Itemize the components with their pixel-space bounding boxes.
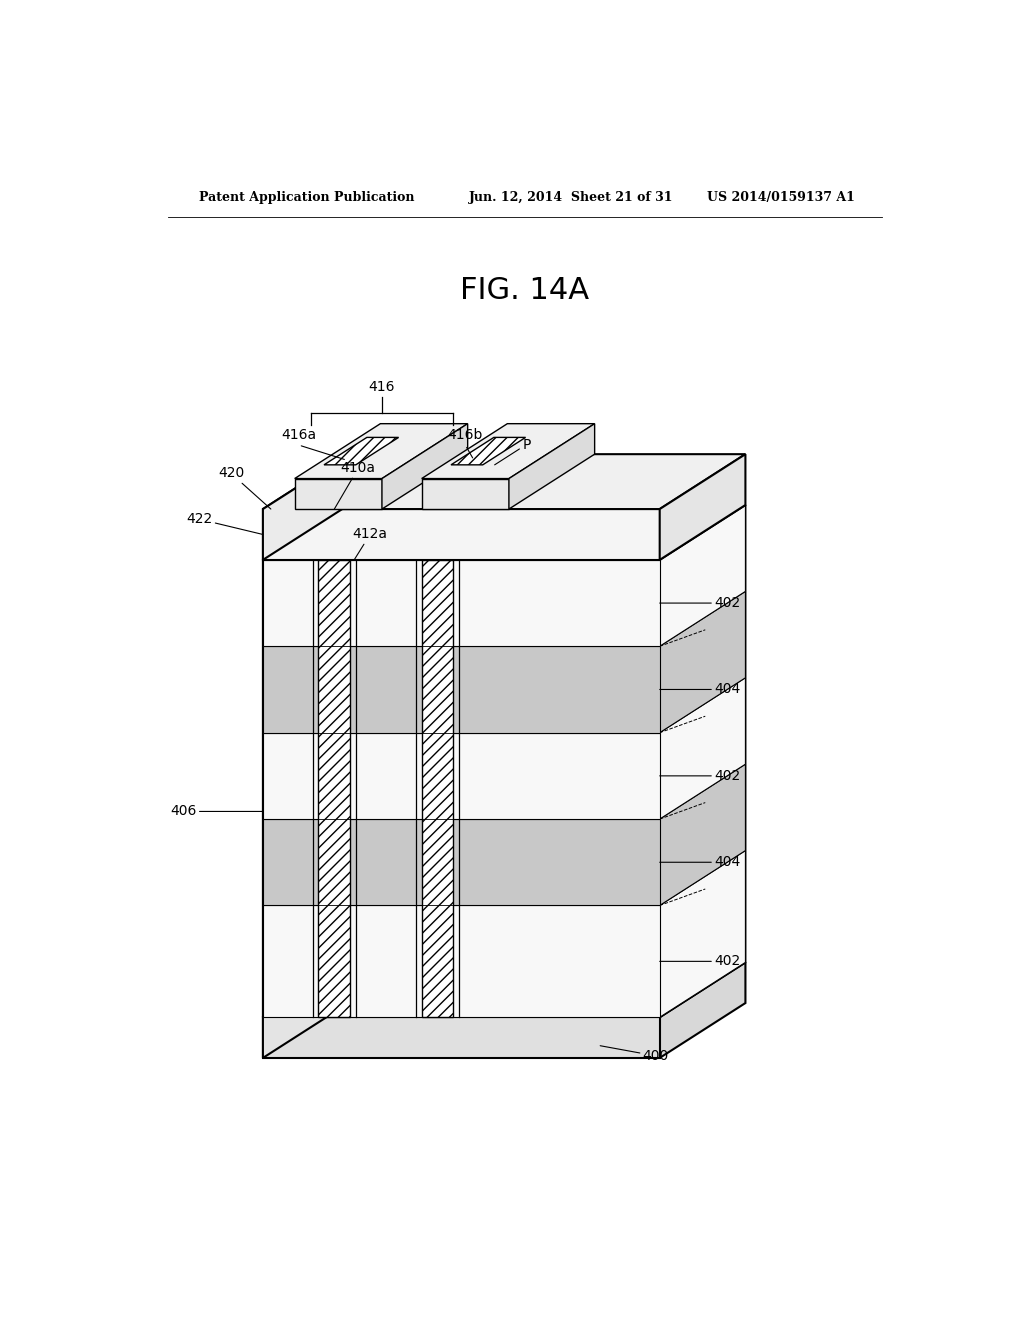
Polygon shape <box>659 591 745 733</box>
Text: US 2014/0159137 A1: US 2014/0159137 A1 <box>708 190 855 203</box>
Polygon shape <box>263 454 745 510</box>
Text: 400: 400 <box>600 1045 669 1063</box>
Text: 416a: 416a <box>281 428 316 442</box>
Polygon shape <box>509 424 595 510</box>
Polygon shape <box>263 733 659 818</box>
Text: 422: 422 <box>186 512 263 535</box>
Polygon shape <box>422 424 595 479</box>
Polygon shape <box>422 479 509 510</box>
Text: 406: 406 <box>170 804 263 818</box>
Polygon shape <box>451 437 525 465</box>
Polygon shape <box>295 424 468 479</box>
Polygon shape <box>263 560 659 647</box>
Polygon shape <box>659 962 745 1057</box>
Polygon shape <box>318 506 436 560</box>
Text: 416b: 416b <box>447 428 483 442</box>
Polygon shape <box>659 506 745 647</box>
Text: 410a: 410a <box>334 462 376 510</box>
Polygon shape <box>324 437 398 465</box>
Polygon shape <box>263 818 659 906</box>
Polygon shape <box>263 506 745 560</box>
Polygon shape <box>263 962 745 1018</box>
Polygon shape <box>422 506 539 560</box>
Polygon shape <box>263 962 348 1057</box>
Polygon shape <box>318 560 350 1018</box>
Polygon shape <box>295 479 382 510</box>
Polygon shape <box>263 454 348 560</box>
Text: 402: 402 <box>659 954 740 969</box>
Text: P: P <box>495 437 530 465</box>
Text: 404: 404 <box>659 682 740 697</box>
Polygon shape <box>659 454 745 560</box>
Polygon shape <box>422 560 454 1018</box>
Polygon shape <box>659 850 745 1018</box>
Text: FIG. 14A: FIG. 14A <box>460 276 590 305</box>
Text: 412a: 412a <box>352 528 387 560</box>
Text: 402: 402 <box>659 768 740 783</box>
Text: Jun. 12, 2014  Sheet 21 of 31: Jun. 12, 2014 Sheet 21 of 31 <box>469 190 674 203</box>
Polygon shape <box>263 1018 659 1057</box>
Text: 404: 404 <box>659 855 740 870</box>
Polygon shape <box>263 906 659 1018</box>
Text: Patent Application Publication: Patent Application Publication <box>200 190 415 203</box>
Polygon shape <box>382 424 468 510</box>
Polygon shape <box>263 647 659 733</box>
Polygon shape <box>263 506 348 1018</box>
Polygon shape <box>659 506 745 1018</box>
Polygon shape <box>263 510 659 560</box>
Polygon shape <box>348 962 745 1003</box>
Text: 420: 420 <box>218 466 270 510</box>
Polygon shape <box>659 677 745 818</box>
Text: 402: 402 <box>659 597 740 610</box>
Polygon shape <box>659 764 745 906</box>
Text: 416: 416 <box>369 380 395 395</box>
